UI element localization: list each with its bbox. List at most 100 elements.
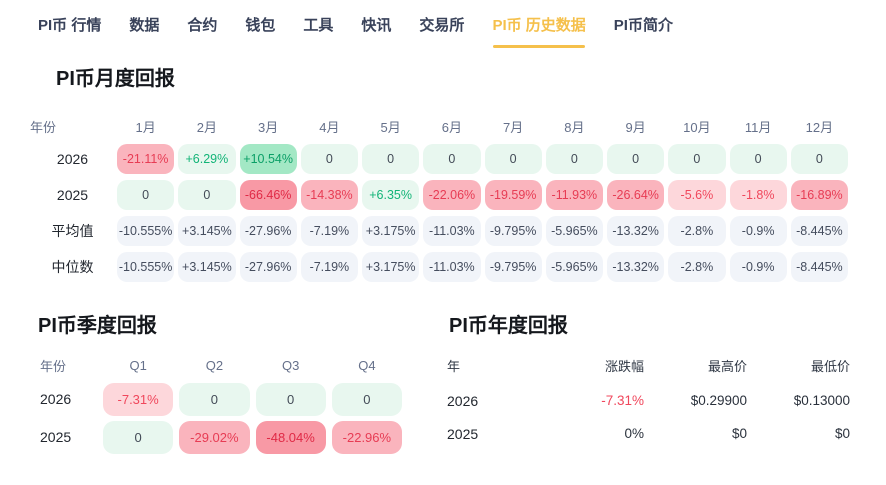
nav-tab-market[interactable]: PI币 行情 [38,17,102,34]
column-header: Q4 [329,358,405,373]
return-cell: 0 [103,420,174,454]
column-header-label: 年份 [30,119,57,135]
table-cell: 0 [789,144,850,174]
return-cell: -5.965% [545,252,603,282]
row-label: 2025 [56,187,89,203]
table-cell: -8.445% [789,216,850,246]
table-cell: -7.31% [100,382,176,416]
table-cell: 0 [421,144,482,174]
table-cell: -11.93% [544,180,605,210]
return-cell: 0 [331,382,402,416]
table-cell: -7.19% [299,216,360,246]
column-header-label: 5月 [380,119,401,135]
row-label-cell: 平均值 [30,221,115,241]
low-price-value: $0 [834,426,850,441]
table-cell: -7.19% [299,252,360,282]
yearly-returns-table: 年 涨跌幅 最高价 最低价 2026 -7.31% $0.29900 $0.13000 2025… [447,350,850,450]
return-cell: -11.03% [423,252,481,282]
table-cell: -48.04% [253,420,329,454]
return-cell: -16.89% [790,180,848,210]
return-cell: 0 [255,382,326,416]
table-cell: -26.64% [605,180,666,210]
table-cell: -16.89% [789,180,850,210]
return-cell: 0 [362,144,420,174]
table-cell: 0 [176,180,237,210]
column-header-label: 8月 [564,119,585,135]
table-cell: +6.35% [360,180,421,210]
table-row: 2025 0 0 -66.46% -14.38% +6.35% -22.06% -19.59%… [30,177,850,213]
return-cell: -21.11% [117,144,175,174]
nav-tab-intro[interactable]: PI币简介 [613,17,673,34]
table-cell: 0 [360,144,421,174]
nav-tab-tools[interactable]: 工具 [303,17,334,34]
return-cell: -7.31% [103,382,174,416]
column-header-label: Q2 [205,357,224,373]
return-cell: -5.965% [545,216,603,246]
monthly-returns-table: 年份 1月 2月 3月 4月 5月 6月 7月 8月 9月 10月 11月 12月 2026 -21.11%… [30,111,850,285]
return-cell: 0 [729,144,787,174]
return-cell: +6.35% [362,180,420,210]
row-label-cell: 2025 [30,187,115,203]
table-cell: -10.555% [115,252,176,282]
column-header: 1月 [115,117,176,136]
table-cell: 0 [666,144,727,174]
column-header: Q2 [176,358,252,373]
table-cell: -29.02% [176,420,252,454]
column-header-label: 9月 [625,119,646,135]
table-cell: +10.54% [238,144,299,174]
table-cell: -8.445% [789,252,850,282]
table-header-row: 年份 1月 2月 3月 4月 5月 6月 7月 8月 9月 10月 11月 12月 [30,111,850,141]
table-cell: -21.11% [115,144,176,174]
table-cell: -27.96% [238,216,299,246]
table-cell: 0 [329,382,405,416]
nav-tab-data[interactable]: 数据 [129,17,160,34]
column-header: Q3 [253,358,329,373]
return-cell: -10.555% [117,252,175,282]
change-value: -7.31% [601,393,644,408]
return-cell: -13.32% [607,216,665,246]
table-cell: -2.8% [666,252,727,282]
table-cell: +3.175% [360,216,421,246]
table-cell: -9.795% [483,252,544,282]
return-cell: 0 [423,144,481,174]
column-header: Q1 [100,358,176,373]
table-cell: 0 [299,144,360,174]
return-cell: 0 [179,382,250,416]
column-header-label: 最低价 [810,358,850,374]
column-header-label: 12月 [805,119,834,135]
nav-tab-contract[interactable]: 合约 [187,17,218,34]
return-cell: -13.32% [607,252,665,282]
return-cell: -11.03% [423,216,481,246]
nav-tab-history[interactable]: PI币 历史数据 [492,14,586,48]
table-row: 2025 0 -29.02% -48.04% -22.96% [30,418,405,456]
column-header: 9月 [605,117,666,136]
monthly-returns-section: PI币月度回报 年份 1月 2月 3月 4月 5月 6月 7月 8月 9月 10月 11月 12月 202… [30,62,850,285]
return-cell: -9.795% [484,252,542,282]
row-label: 2026 [447,392,479,409]
return-cell: -7.19% [300,216,358,246]
table-cell: -27.96% [238,252,299,282]
column-header-label: 3月 [258,119,279,135]
row-label: 2026 [40,391,72,407]
table-row: 中位数 -10.555% +3.145% -27.96% -7.19% +3.175% -1… [30,249,850,285]
table-cell: -13.32% [605,252,666,282]
column-header: 3月 [238,117,299,136]
table-cell: -19.59% [483,180,544,210]
return-cell: 0 [178,180,236,210]
return-cell: -0.9% [729,216,787,246]
return-cell: 0 [545,144,603,174]
return-cell: -11.93% [545,180,603,210]
nav-tab-exchange[interactable]: 交易所 [419,17,465,34]
return-cell: +6.29% [178,144,236,174]
return-cell: -2.8% [668,252,726,282]
return-cell: -5.6% [668,180,726,210]
nav-tab-wallet[interactable]: 钱包 [245,17,276,34]
table-cell: -13.32% [605,216,666,246]
nav-tab-news[interactable]: 快讯 [361,17,392,34]
table-cell: +6.29% [176,144,237,174]
return-cell: 0 [607,144,665,174]
column-header: 年份 [30,356,100,375]
column-header: 8月 [544,117,605,136]
return-cell: -8.445% [790,216,848,246]
column-header-label: 年份 [40,358,67,374]
